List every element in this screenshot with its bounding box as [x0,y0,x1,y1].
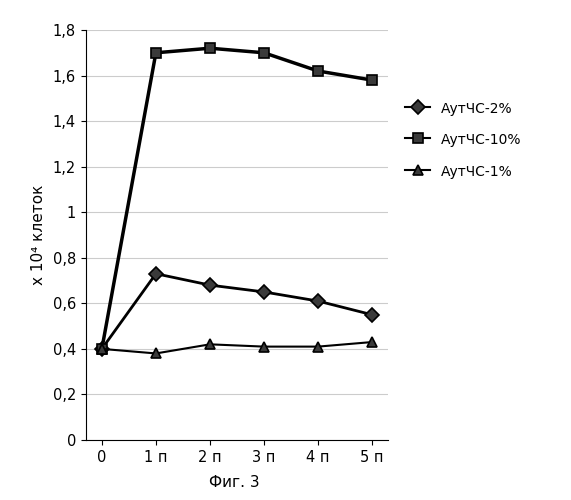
Y-axis label: x 10⁴ клеток: x 10⁴ клеток [31,185,46,285]
АутЧС-1% [152,350,159,356]
Line: АутЧС-2%: АутЧС-2% [97,269,377,354]
АутЧС-1% [98,346,105,352]
АутЧС-1% [207,342,214,347]
АутЧС-2% [369,312,376,318]
Line: АутЧС-10%: АутЧС-10% [97,44,377,354]
АутЧС-10% [98,346,105,352]
АутЧС-2% [98,346,105,352]
АутЧС-10% [207,45,214,51]
АутЧС-1% [315,344,321,349]
АутЧС-2% [207,282,214,288]
АутЧС-1% [260,344,267,349]
АутЧС-10% [152,50,159,56]
АутЧС-10% [260,50,267,56]
АутЧС-10% [369,77,376,83]
Text: Фиг. 3: Фиг. 3 [209,475,259,490]
АутЧС-2% [315,298,321,304]
АутЧС-2% [260,289,267,295]
Line: АутЧС-1%: АутЧС-1% [97,337,377,358]
Legend: АутЧС-2%, АутЧС-10%, АутЧС-1%: АутЧС-2%, АутЧС-10%, АутЧС-1% [401,97,526,183]
АутЧС-1% [369,339,376,345]
АутЧС-10% [315,68,321,74]
АутЧС-2% [152,270,159,276]
